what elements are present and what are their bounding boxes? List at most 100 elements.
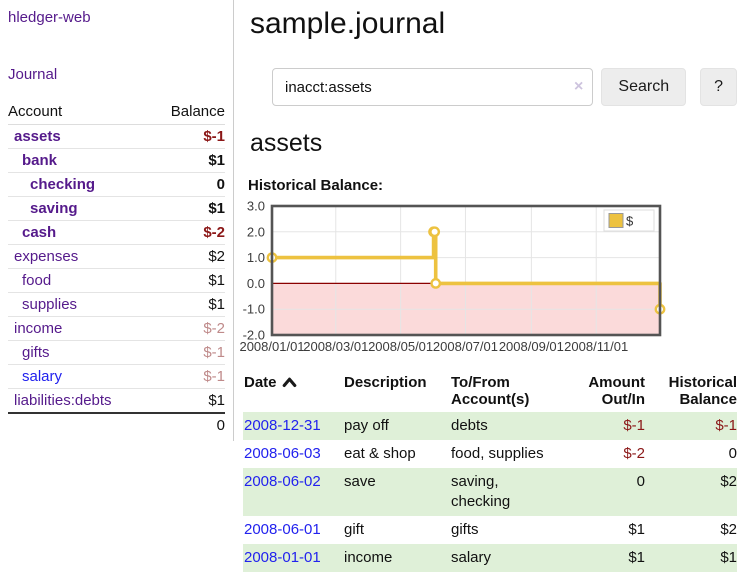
- transaction-row[interactable]: 2008-06-02 save saving, checking 0 $2: [243, 468, 737, 516]
- transaction-balance: 0: [728, 445, 737, 462]
- main-content: sample.journal × Search ? assets Histori…: [239, 0, 737, 572]
- account-link[interactable]: gifts: [22, 344, 50, 361]
- account-balance: $1: [150, 388, 225, 413]
- register-table: Date Description To/From Account(s) Amou…: [243, 372, 737, 572]
- accounts-total-value: 0: [150, 412, 225, 437]
- register-header-accounts: To/From Account(s): [450, 372, 570, 412]
- register-header-amount: Amount Out/In: [570, 372, 645, 412]
- account-balance: $-1: [150, 364, 225, 389]
- chart-section-label: Historical Balance:: [248, 177, 384, 194]
- transaction-date-link[interactable]: 2008-06-02: [244, 473, 321, 490]
- account-row: saving $1: [8, 196, 225, 221]
- y-axis-tick-label: -1.0: [243, 302, 265, 317]
- balance-header-line1: Historical: [668, 374, 737, 391]
- y-axis-tick-label: 0.0: [247, 276, 265, 291]
- account-link[interactable]: salary: [22, 368, 63, 385]
- account-row: salary $-1: [8, 364, 225, 389]
- search-form: × Search ?: [272, 68, 737, 106]
- account-link[interactable]: saving: [30, 200, 78, 217]
- sidebar-item-journal[interactable]: Journal: [8, 66, 58, 83]
- account-link[interactable]: cash: [22, 224, 57, 241]
- y-axis-tick-label: 2.0: [247, 224, 265, 239]
- transaction-row[interactable]: 2008-01-01 income salary $1 $1: [243, 544, 737, 572]
- chart-canvas[interactable]: $3.0 2.0 1.0 0.0 -1.0 -2.02008/01/012008/03/0…: [239, 199, 667, 357]
- accounts-header-account: Account: [8, 100, 151, 125]
- sort-ascending-icon: [282, 377, 296, 388]
- clear-search-icon[interactable]: ×: [574, 78, 584, 95]
- transaction-description: save: [344, 473, 376, 490]
- account-balance: $-2: [150, 316, 225, 341]
- transaction-balance: $-1: [715, 417, 737, 434]
- accounts-header-line2: Account(s): [451, 391, 530, 408]
- help-button[interactable]: ?: [700, 68, 737, 106]
- transaction-description: income: [344, 549, 393, 566]
- transaction-date-link[interactable]: 2008-12-31: [244, 417, 321, 434]
- x-axis-tick-label: 2008/09/01: [499, 339, 564, 354]
- x-axis-tick-label: 2008/03/01: [303, 339, 368, 354]
- account-balance: $2: [150, 244, 225, 269]
- register-header-row: Date Description To/From Account(s) Amou…: [243, 372, 737, 412]
- register-header-balance: Historical Balance: [645, 372, 737, 412]
- account-balance: $-2: [150, 220, 225, 245]
- transaction-date-cell: 2008-06-03: [243, 440, 343, 468]
- register-header-date[interactable]: Date: [243, 372, 343, 412]
- amount-header-line1: Amount: [588, 374, 645, 391]
- transaction-date-link[interactable]: 2008-06-03: [244, 445, 321, 462]
- account-row: food $1: [8, 268, 225, 293]
- account-link[interactable]: expenses: [14, 248, 79, 265]
- transaction-description: pay off: [344, 417, 389, 434]
- transaction-description: eat & shop: [344, 445, 416, 462]
- transaction-row[interactable]: 2008-12-31 pay off debts $-1 $-1: [243, 412, 737, 440]
- account-row: liabilities:debts $1: [8, 388, 225, 413]
- transaction-date-link[interactable]: 2008-01-01: [244, 549, 321, 566]
- account-row: gifts $-1: [8, 340, 225, 365]
- account-balance: $-1: [150, 340, 225, 365]
- x-axis-tick-label: 2008/11/01: [564, 339, 628, 354]
- account-balance: $1: [150, 292, 225, 317]
- x-axis-tick-label: 2008/01/01: [239, 339, 304, 354]
- account-row: cash $-2: [8, 220, 225, 245]
- transaction-amount: $1: [628, 521, 645, 538]
- account-balance: $1: [150, 148, 225, 173]
- sidebar: hledger-web Journal Account Balance asse…: [0, 0, 234, 441]
- transaction-date-link[interactable]: 2008-06-01: [244, 521, 321, 538]
- date-header-label: Date: [244, 374, 277, 391]
- search-input[interactable]: [272, 68, 594, 106]
- account-balance: 0: [150, 172, 225, 197]
- account-link[interactable]: checking: [30, 176, 96, 193]
- search-button[interactable]: Search: [601, 68, 687, 106]
- amount-header-line2: Out/In: [601, 391, 645, 408]
- search-box: ×: [272, 68, 594, 106]
- account-row: expenses $2: [8, 244, 225, 269]
- account-row: supplies $1: [8, 292, 225, 317]
- transaction-accounts: food, supplies: [451, 445, 544, 462]
- data-point-marker[interactable]: [429, 226, 441, 238]
- transaction-date-cell: 2008-06-01: [243, 516, 343, 544]
- account-link[interactable]: assets: [14, 128, 61, 145]
- transaction-description: gift: [344, 521, 365, 538]
- transaction-amount: $-2: [623, 445, 645, 462]
- transaction-balance: $2: [720, 473, 737, 490]
- transaction-accounts: gifts: [451, 521, 479, 538]
- account-link[interactable]: income: [14, 320, 63, 337]
- transaction-row[interactable]: 2008-06-01 gift gifts $1 $2: [243, 516, 737, 544]
- account-link[interactable]: food: [22, 272, 52, 289]
- historical-balance-chart[interactable]: $3.0 2.0 1.0 0.0 -1.0 -2.0 2008/01/01 2008/03/0…: [239, 199, 737, 357]
- transaction-amount: 0: [636, 473, 645, 490]
- transaction-amount: $1: [628, 549, 645, 566]
- account-row: bank $1: [8, 148, 225, 173]
- transaction-row[interactable]: 2008-06-03 eat & shop food, supplies $-2 0: [243, 440, 737, 468]
- transaction-accounts: salary: [451, 549, 492, 566]
- accounts-header-line1: To/From: [451, 374, 510, 391]
- brand-link[interactable]: hledger-web: [8, 9, 91, 26]
- account-row: assets $-1: [8, 125, 225, 149]
- data-point-marker[interactable]: [430, 278, 442, 289]
- transaction-accounts: debts: [451, 417, 488, 434]
- account-link[interactable]: liabilities:debts: [14, 392, 112, 409]
- account-link[interactable]: supplies: [22, 296, 78, 313]
- transaction-accounts: saving, checking: [451, 473, 511, 510]
- account-balance: $1: [150, 268, 225, 293]
- x-axis-tick-label: 2008/05/01: [368, 339, 433, 354]
- account-row: income $-2: [8, 316, 225, 341]
- account-link[interactable]: bank: [22, 152, 58, 169]
